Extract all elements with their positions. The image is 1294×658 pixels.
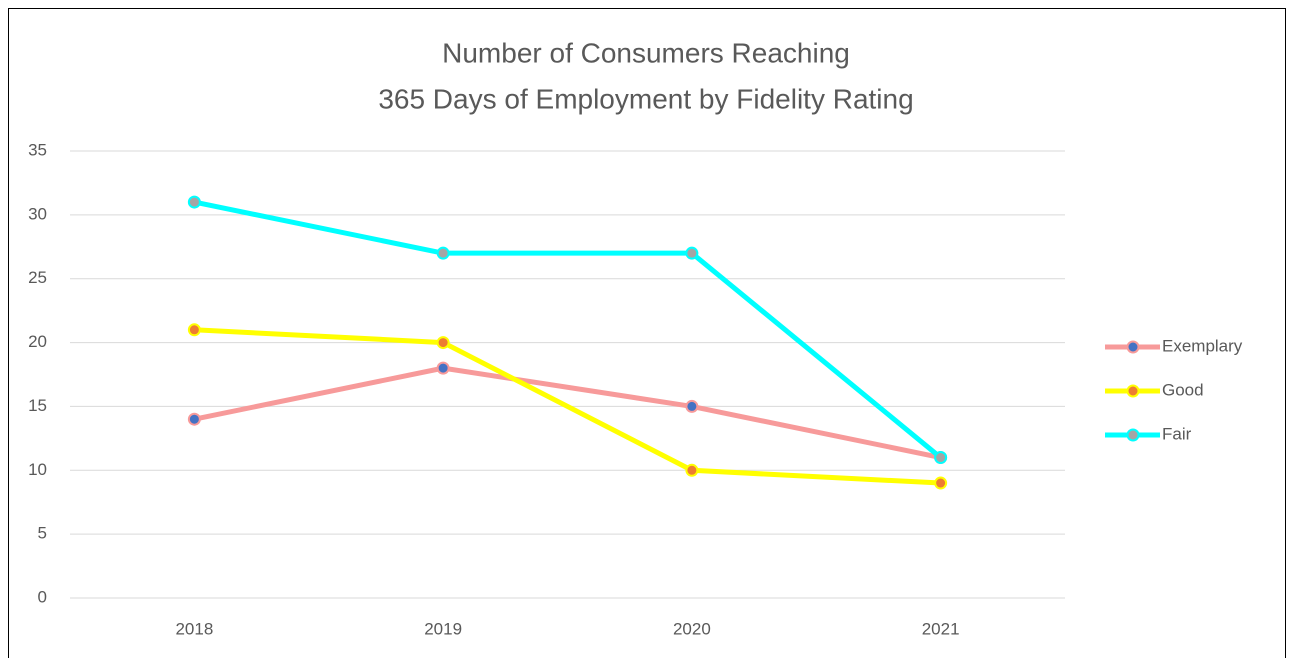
series-line <box>193 365 942 460</box>
legend-label: Good <box>1162 380 1204 399</box>
y-tick-label: 35 <box>28 140 47 159</box>
data-point <box>685 463 699 477</box>
data-point <box>187 412 201 426</box>
chart-title: Number of Consumers Reaching <box>442 37 850 68</box>
legend-label: Exemplary <box>1162 336 1243 355</box>
series-line <box>193 199 943 460</box>
y-tick-label: 10 <box>28 460 47 479</box>
x-tick-label: 2021 <box>922 619 960 638</box>
y-tick-label: 5 <box>38 524 47 543</box>
series-line <box>194 327 941 486</box>
y-tick-label: 20 <box>28 332 47 351</box>
legend-marker <box>1126 384 1140 398</box>
legend-marker <box>1126 428 1140 442</box>
x-tick-label: 2020 <box>673 619 711 638</box>
y-tick-label: 15 <box>28 396 47 415</box>
legend-label: Fair <box>1162 424 1192 443</box>
chart-title: 365 Days of Employment by Fidelity Ratin… <box>378 83 913 114</box>
y-tick-label: 30 <box>28 204 47 223</box>
data-point <box>934 451 948 465</box>
y-tick-label: 25 <box>28 268 47 287</box>
data-point <box>685 246 699 260</box>
data-point <box>436 336 450 350</box>
data-point <box>436 246 450 260</box>
data-point <box>436 361 450 375</box>
y-tick-label: 0 <box>38 587 47 606</box>
x-tick-label: 2018 <box>175 619 213 638</box>
data-point <box>187 323 201 337</box>
data-point <box>187 195 201 209</box>
x-tick-label: 2019 <box>424 619 462 638</box>
legend-marker <box>1126 340 1140 354</box>
data-point <box>934 476 948 490</box>
data-point <box>685 399 699 413</box>
